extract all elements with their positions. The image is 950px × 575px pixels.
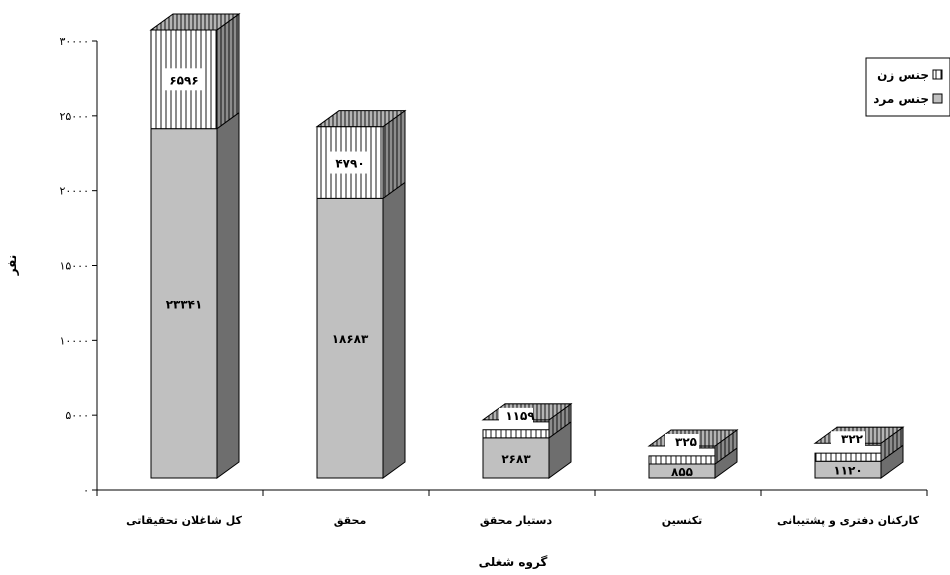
bar-female-value-bg [164, 68, 204, 91]
x-tick-label: کل شاغلان تحقیقاتی [126, 514, 242, 527]
y-tick-label: ۱۰۰۰۰ [59, 334, 89, 347]
x-axis: کل شاغلان تحقیقاتی محقق دستیار محقق تکنسین ک… [96, 489, 928, 527]
y-ticks: ۰ ۵۰۰۰ ۱۰۰۰۰ ۱۵۰۰۰ ۲۰۰۰۰ ۲۵۰۰۰ ۳۰۰۰۰ [59, 35, 97, 497]
legend: جنس زن جنس مرد [865, 57, 950, 117]
x-tick-label: تکنسین [662, 514, 703, 527]
x-tick-label: محقق [334, 514, 367, 527]
legend-swatch-female [932, 69, 943, 80]
bar-female-front [648, 455, 716, 465]
bar-female-value: ۴۷۹۰ [335, 157, 364, 171]
bar-female-value-bg [665, 434, 699, 450]
bar-male-side [382, 181, 406, 479]
bar-female-side [216, 12, 240, 130]
bar-female-top [149, 13, 241, 31]
bars: ۲۳۳۴۱ ۶۵۹۶ ۱۸۶۸۳ ۴۷۹۰ ۲۶۸۳ ۱۱۵۹ ۸۵۵ ۳۲۵ ۱۱۲۰ ۳۲۲ [149, 12, 905, 479]
x-tick-label: کارکنان دفتری و پشتیبانی [777, 514, 920, 527]
legend-swatch-male [932, 93, 943, 104]
bar-male-front [482, 437, 550, 479]
bar-group: ۱۸۶۸۳ ۴۷۹۰ [315, 109, 407, 479]
x-tick-label: دستیار محقق [480, 514, 553, 527]
y-tick-label: ۲۰۰۰۰ [59, 185, 89, 198]
bar-female-value-bg [330, 151, 370, 174]
bar-female-value-bg [499, 407, 533, 424]
bar-group: ۸۵۵ ۳۲۵ [647, 429, 739, 479]
y-axis-title: نفر [5, 255, 19, 277]
y-tick-label: ۳۰۰۰۰ [59, 35, 89, 48]
bar-female-front [482, 429, 550, 439]
bar-male-value: ۸۵۵ [671, 465, 693, 479]
bar-female-top [315, 110, 407, 128]
legend-label-male: جنس مرد [873, 92, 929, 106]
bar-group: ۱۱۲۰ ۳۲۲ [813, 426, 905, 479]
x-axis-title: گروه شغلی [479, 555, 548, 570]
bar-group: ۲۳۳۴۱ ۶۵۹۶ [149, 12, 241, 479]
bar-female-value: ۳۲۲ [841, 432, 864, 446]
bar-female-front [814, 452, 882, 462]
y-axis: ۰ ۵۰۰۰ ۱۰۰۰۰ ۱۵۰۰۰ ۲۰۰۰۰ ۲۵۰۰۰ ۳۰۰۰۰ [59, 35, 98, 497]
bar-male-side [216, 111, 240, 479]
bar-male-value: ۱۱۲۰ [833, 464, 862, 478]
legend-box [865, 57, 950, 117]
x-ticks: کل شاغلان تحقیقاتی محقق دستیار محقق تکنسین ک… [96, 490, 928, 527]
bar-male-front [150, 128, 218, 479]
bar-female-value: ۱۱۵۹ [505, 409, 535, 423]
bar-male-value: ۲۶۸۳ [501, 452, 531, 466]
bar-female-value: ۶۵۹۶ [169, 73, 198, 87]
bar-group: ۲۶۸۳ ۱۱۵۹ [481, 402, 573, 479]
y-tick-label: ۰ [83, 484, 89, 497]
y-tick-label: ۲۵۰۰۰ [59, 110, 89, 123]
y-tick-label: ۱۵۰۰۰ [59, 260, 89, 273]
y-tick-label: ۵۰۰۰ [65, 409, 89, 422]
bar-female-value: ۳۲۵ [675, 435, 697, 449]
bar-male-value: ۲۳۳۴۱ [166, 297, 203, 311]
legend-label-female: جنس زن [877, 68, 929, 82]
bar-male-front [316, 197, 384, 479]
bar-female-value-bg [831, 431, 865, 448]
bar-male-value: ۱۸۶۸۳ [332, 332, 369, 346]
